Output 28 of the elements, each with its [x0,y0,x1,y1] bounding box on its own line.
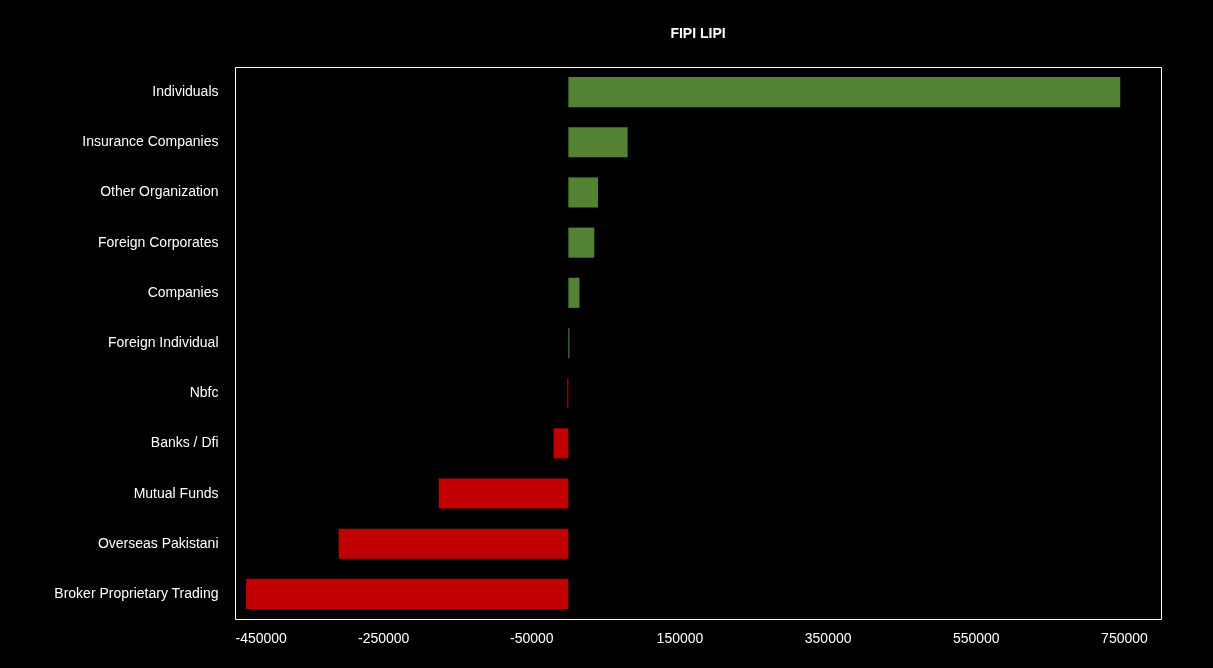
bar [568,127,628,158]
bar [246,578,569,609]
y-tick-label: Other Organization [100,183,219,200]
x-tick-label: -450000 [235,629,288,646]
y-tick-label: Banks / Dfi [150,434,219,451]
x-tick-label: -250000 [357,629,410,646]
x-tick-label: -50000 [510,629,554,646]
y-tick-label: Companies [147,283,219,300]
y-tick-label: Individuals [152,83,219,100]
bar [568,77,1121,108]
y-tick-label: Overseas Pakistani [97,534,219,551]
bar [568,227,595,258]
x-tick-label: 750000 [1101,629,1149,646]
y-tick-label: Mutual Funds [133,484,219,501]
bar [553,428,569,459]
bar [568,277,580,308]
chart-title: FIPI LIPI [670,25,726,41]
y-tick-label: Foreign Individual [107,334,219,350]
y-tick-label: Broker Proprietary Trading [54,584,219,601]
x-tick-label: 550000 [952,629,1000,646]
bar [568,177,598,208]
x-tick-label: 350000 [804,629,852,646]
bar [438,478,569,509]
bar [338,528,569,559]
x-tick-label: 150000 [656,629,704,646]
y-tick-label: Insurance Companies [82,133,219,150]
y-tick-label: Foreign Corporates [97,233,219,250]
y-tick-label: Nbfc [189,384,219,401]
